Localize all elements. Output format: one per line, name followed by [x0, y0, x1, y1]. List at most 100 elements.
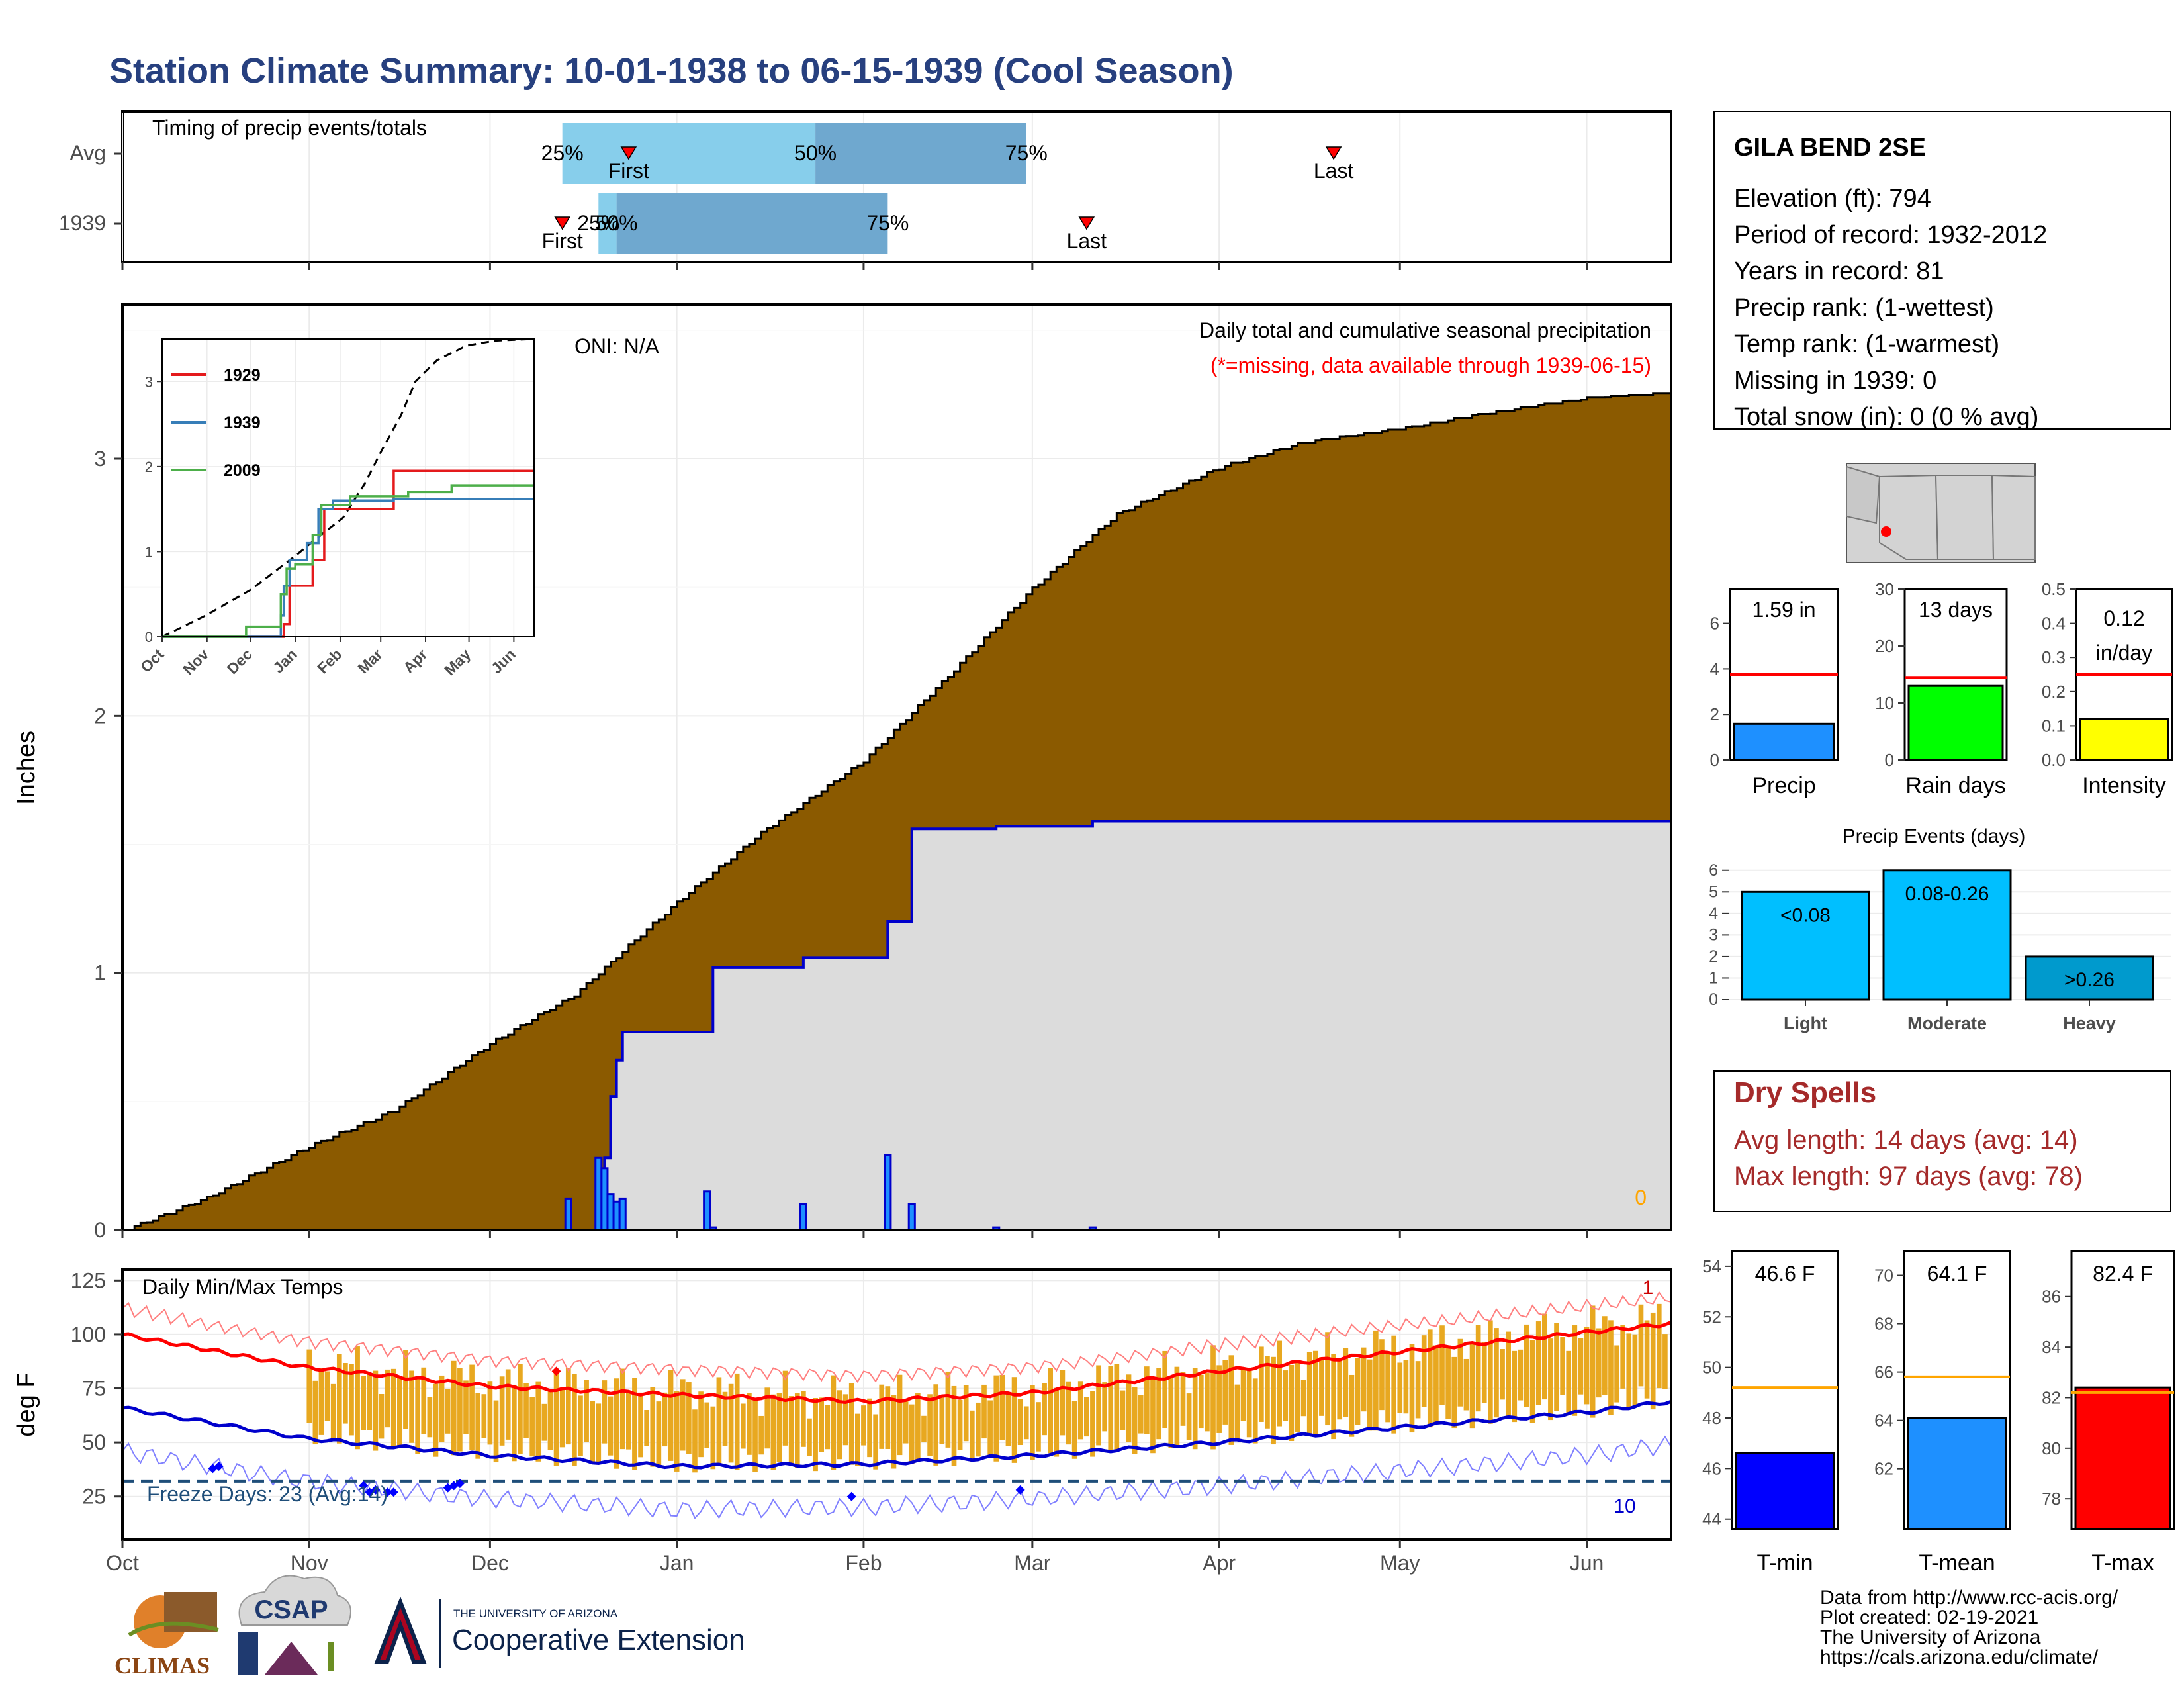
temp-bar-day-159 — [1077, 1381, 1083, 1440]
temp-bar-day-153 — [1042, 1383, 1047, 1436]
temp-bar-day-79 — [596, 1403, 602, 1464]
temp-bar-day-136 — [939, 1397, 945, 1445]
temp-bar-day-151 — [1030, 1385, 1035, 1460]
last-event-marker-Avg — [1325, 146, 1342, 160]
temp-bar-day-51 — [427, 1397, 433, 1438]
station-precip-rank: Precip rank: (1-wettest) — [1734, 294, 1994, 322]
temp-bar-day-60 — [481, 1394, 487, 1438]
temp-bar-day-152 — [1036, 1402, 1041, 1452]
temp-bar-day-251 — [1632, 1334, 1638, 1407]
temp-summary-value-bar-1 — [1907, 1417, 2007, 1530]
temp-bar-day-237 — [1548, 1338, 1553, 1421]
temp-bar-day-101 — [728, 1383, 734, 1463]
timing-q75-label-Avg: 75% — [1005, 141, 1048, 165]
temp-bar-day-250 — [1626, 1333, 1632, 1408]
high-record-count: 1 — [1643, 1277, 1654, 1299]
summary-y-tick-label-2-0: 0.0 — [2042, 750, 2066, 770]
temp-bar-day-161 — [1090, 1391, 1095, 1457]
summary-value-bar-2 — [2079, 718, 2169, 761]
events-y-tick-label-1: 1 — [1709, 968, 1718, 987]
logo-climas: CLIMAS — [114, 1592, 219, 1679]
temp-bar-day-53 — [439, 1375, 445, 1442]
record-low-marker-1 — [214, 1462, 224, 1472]
footer-data-source: Data from http://www.rcc-acis.org/ — [1820, 1587, 2118, 1609]
precip-y-tick-label-3: 3 — [94, 447, 106, 471]
dry-spells-frame — [1713, 1070, 2171, 1212]
temp-bar-day-137 — [945, 1371, 951, 1448]
temp-bar-day-202 — [1337, 1358, 1343, 1420]
temp-bar-day-183 — [1222, 1360, 1228, 1425]
temp-bar-day-128 — [891, 1395, 897, 1469]
temp-bar-day-143 — [981, 1384, 987, 1439]
temp-bar-day-201 — [1331, 1354, 1336, 1440]
temp-bar-day-169 — [1138, 1395, 1144, 1434]
legend-label-1929: 1929 — [224, 366, 261, 385]
temp-bar-day-114 — [807, 1418, 812, 1456]
temp-bar-day-211 — [1391, 1335, 1396, 1434]
temp-panel: 25 50 75 100 125 Oct Nov Dec Jan Feb Mar Apr May Jun… — [13, 1268, 1672, 1575]
inset-y-tick-label-3: 3 — [145, 373, 153, 390]
temp-bar-day-193 — [1283, 1370, 1289, 1421]
low-record-count: 10 — [1614, 1495, 1635, 1517]
last-event-label-1939: Last — [1067, 229, 1107, 253]
temp-bar-day-84 — [626, 1393, 631, 1450]
temp-bar-day-107 — [764, 1387, 770, 1449]
temp-bar-day-166 — [1120, 1390, 1126, 1430]
temp-summary-charts: 44 46 48 50 52 54 46.6 F T-min 62 64 66 68 70 64.1 F T… — [1702, 1250, 2175, 1575]
events-y-tick-label-6: 6 — [1709, 861, 1718, 880]
temp-bar-day-69 — [535, 1381, 541, 1462]
temp-bar-day-96 — [698, 1391, 704, 1458]
last-event-marker-1939 — [1078, 216, 1095, 230]
temp-bar-day-138 — [951, 1385, 957, 1466]
precip-events-bars: <0.08 Light 0.08-0.26 Moderate >0.26 Heavy 0 1 2… — [1709, 861, 2171, 1033]
dry-spells-box: Dry Spells Avg length: 14 days (avg: 14)… — [1713, 1070, 2171, 1212]
events-bar-value-light: <0.08 — [1780, 904, 1831, 926]
temp-bar-day-197 — [1306, 1352, 1312, 1434]
temp-bar-day-58 — [469, 1364, 475, 1451]
temp-bar-day-218 — [1433, 1345, 1439, 1425]
ua-a-icon — [374, 1596, 427, 1664]
temp-bar-day-170 — [1144, 1366, 1150, 1434]
timing-q25-label-1939: 25% — [577, 211, 619, 235]
temp-summary-y-tick-label-2-2: 82 — [2042, 1387, 2061, 1407]
temp-bar-day-102 — [734, 1373, 740, 1470]
record-low-marker-4 — [371, 1485, 381, 1495]
temp-bar-day-223 — [1463, 1358, 1469, 1411]
temp-bar-day-131 — [909, 1404, 915, 1464]
temp-bar-day-62 — [493, 1400, 499, 1463]
temp-bar-day-109 — [776, 1393, 782, 1462]
temp-bar-day-248 — [1614, 1345, 1619, 1403]
timing-q75-label-1939: 75% — [866, 211, 909, 235]
temp-bar-day-244 — [1590, 1305, 1596, 1418]
station-info-box: GILA BEND 2SE Elevation (ft): 794 Period… — [1713, 111, 2171, 431]
daily-precip-bar-1938-12-23 — [618, 1197, 627, 1231]
map-state-az — [1879, 474, 1939, 560]
temp-bar-day-76 — [578, 1395, 583, 1456]
inset-y-tick-label-1: 1 — [145, 543, 153, 560]
temp-bar-day-222 — [1457, 1338, 1463, 1407]
temp-bar-day-141 — [969, 1410, 975, 1462]
temp-summary-y-tick-label-0-5: 54 — [1702, 1256, 1721, 1276]
temp-summary-t-mean: 62 64 66 68 70 64.1 F T-mean — [1874, 1250, 2011, 1575]
temp-summary-y-tick-label-2-4: 86 — [2042, 1287, 2061, 1307]
temp-bar-day-162 — [1096, 1365, 1101, 1446]
temp-bar-day-231 — [1512, 1350, 1518, 1423]
temp-y-tick-label-125: 125 — [71, 1268, 106, 1292]
timing-q50-label-1939: 50% — [596, 211, 638, 235]
temp-x-ticks: Oct Nov Dec Jan Feb Mar Apr May Jun — [106, 1540, 1604, 1575]
summary-value-bar-1 — [1907, 684, 2004, 761]
temp-bar-day-184 — [1228, 1355, 1234, 1445]
events-bar-value-moderate: 0.08-0.26 — [1905, 883, 1989, 905]
temp-bar-day-180 — [1205, 1373, 1210, 1432]
temp-summary-value-bar-0 — [1735, 1452, 1835, 1530]
temp-bar-day-135 — [933, 1384, 939, 1466]
temp-bar-day-72 — [553, 1373, 559, 1466]
temp-bar-day-224 — [1469, 1343, 1475, 1429]
temp-bar-day-158 — [1071, 1401, 1077, 1459]
temp-bar-day-217 — [1427, 1329, 1433, 1428]
temp-summary-y-tick-label-0-4: 52 — [1702, 1307, 1721, 1327]
temp-bar-day-185 — [1234, 1384, 1240, 1439]
timing-row-label-avg: Avg — [69, 141, 106, 165]
temp-bar-day-190 — [1265, 1356, 1270, 1429]
record-low-marker-10 — [846, 1491, 856, 1501]
